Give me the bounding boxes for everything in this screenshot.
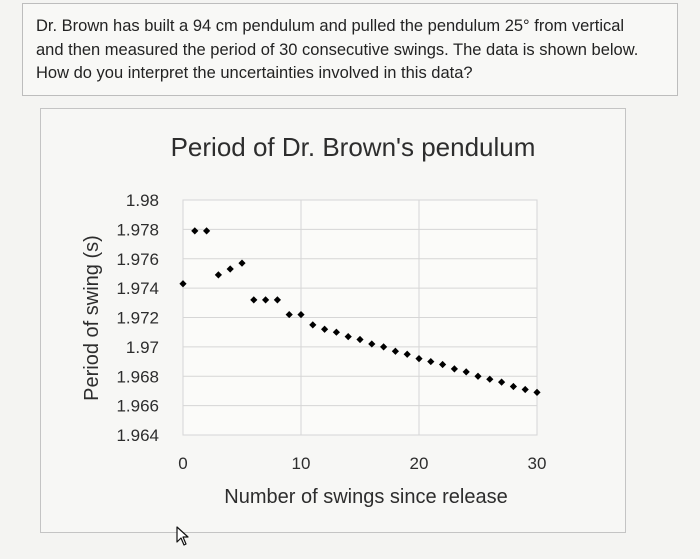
data-point bbox=[498, 378, 506, 386]
y-tick-labels: 1.98 1.978 1.976 1.974 1.972 1.97 1.968 1.966 1.… bbox=[116, 191, 159, 445]
y-tick-label: 1.978 bbox=[116, 220, 159, 239]
y-tick-label: 1.98 bbox=[126, 191, 159, 210]
y-tick-label: 1.976 bbox=[116, 250, 159, 269]
data-point bbox=[439, 360, 447, 369]
data-point bbox=[214, 271, 222, 279]
question-line-2: and then measured the period of 30 conse… bbox=[36, 40, 639, 59]
data-point bbox=[285, 310, 293, 319]
x-tick-label: 10 bbox=[292, 454, 311, 473]
data-point bbox=[203, 227, 211, 235]
data-points bbox=[179, 227, 541, 397]
data-point bbox=[380, 343, 388, 351]
chart-title: Period of Dr. Brown's pendulum bbox=[171, 132, 536, 162]
data-point bbox=[356, 335, 364, 344]
y-tick-label: 1.974 bbox=[116, 279, 159, 298]
mouse-cursor-icon bbox=[176, 526, 190, 551]
data-point bbox=[297, 310, 305, 319]
y-tick-label: 1.968 bbox=[116, 367, 159, 386]
data-point bbox=[427, 357, 435, 366]
data-point bbox=[309, 321, 317, 329]
y-tick-label: 1.972 bbox=[116, 309, 159, 328]
x-tick-label: 20 bbox=[410, 454, 429, 473]
data-point bbox=[344, 332, 352, 341]
question-line-3: How do you interpret the uncertainties i… bbox=[36, 64, 473, 82]
data-point bbox=[415, 355, 423, 363]
grid-lines bbox=[182, 199, 538, 436]
data-point bbox=[262, 296, 270, 304]
data-point bbox=[273, 296, 281, 304]
y-axis-label: Period of swing (s) bbox=[81, 235, 103, 401]
data-point bbox=[191, 227, 199, 235]
question-box: Dr. Brown has built a 94 cm pendulum and… bbox=[22, 3, 678, 96]
y-tick-label: 1.964 bbox=[116, 426, 159, 445]
data-point bbox=[450, 365, 458, 373]
data-point bbox=[179, 280, 187, 288]
data-point bbox=[509, 382, 517, 391]
data-point bbox=[486, 375, 494, 383]
y-tick-label: 1.966 bbox=[116, 397, 159, 416]
data-point bbox=[238, 259, 246, 267]
data-point bbox=[462, 368, 470, 376]
data-point bbox=[474, 372, 482, 380]
data-point bbox=[368, 340, 376, 348]
x-tick-label: 0 bbox=[178, 454, 187, 473]
question-text: Dr. Brown has built a 94 cm pendulum and… bbox=[36, 15, 676, 86]
data-point bbox=[332, 328, 340, 336]
x-tick-labels: 0 10 20 30 bbox=[178, 454, 546, 473]
data-point bbox=[391, 347, 399, 355]
x-axis-label: Number of swings since release bbox=[224, 486, 507, 508]
x-tick-label: 30 bbox=[528, 454, 547, 473]
data-point bbox=[403, 350, 411, 358]
data-point bbox=[533, 388, 541, 397]
y-tick-label: 1.97 bbox=[126, 338, 159, 357]
data-point bbox=[250, 296, 258, 304]
question-line-1: Dr. Brown has built a 94 cm pendulum and… bbox=[36, 17, 625, 35]
data-point bbox=[321, 325, 329, 333]
data-point bbox=[226, 265, 234, 273]
data-point bbox=[521, 385, 529, 394]
